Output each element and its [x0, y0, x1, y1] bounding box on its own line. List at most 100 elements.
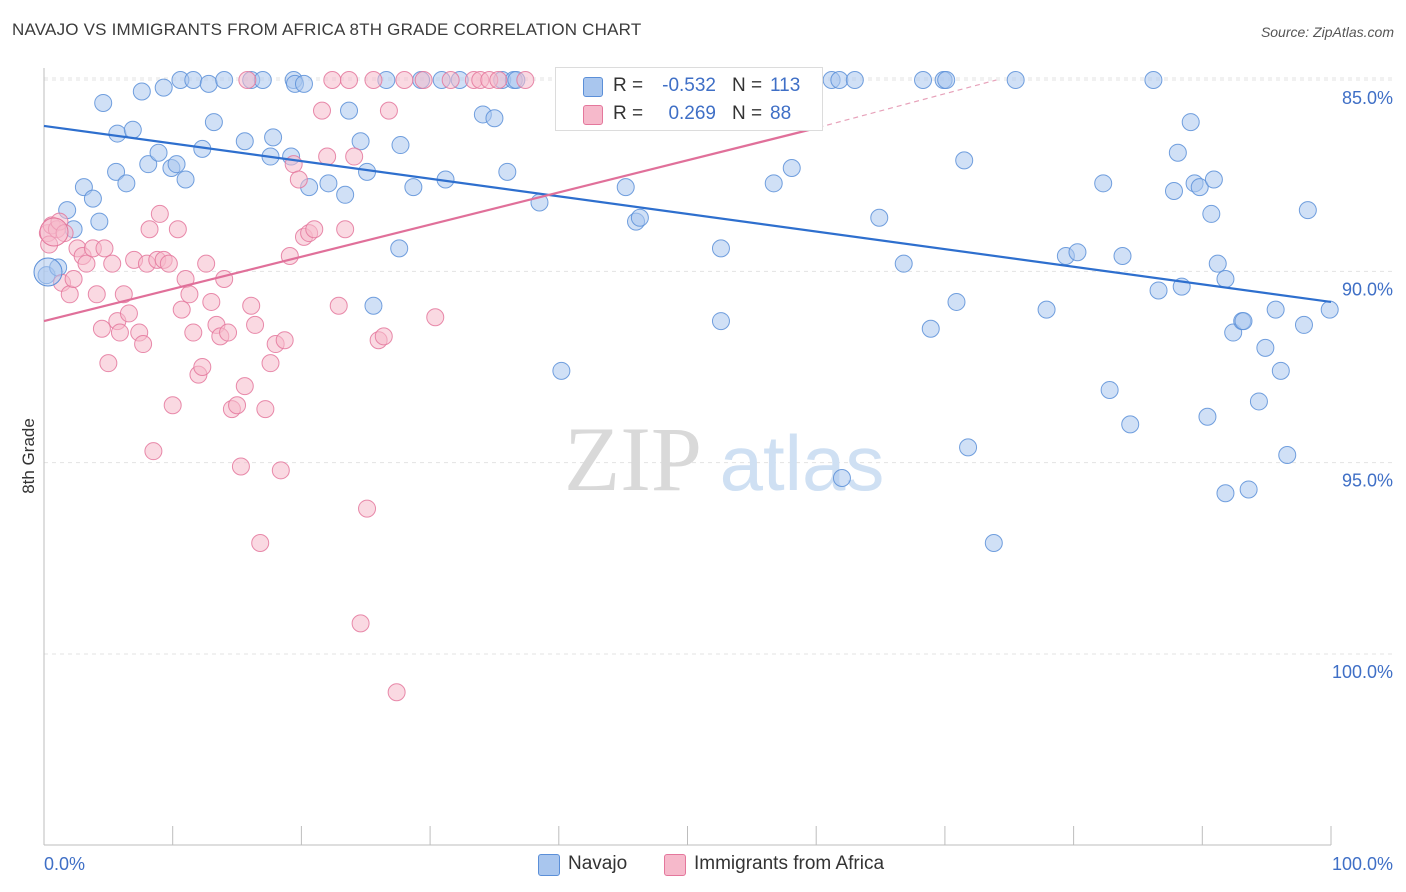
data-point — [351, 614, 370, 633]
data-point — [60, 285, 79, 304]
data-point — [319, 174, 338, 193]
legend-swatch-africa — [664, 854, 686, 876]
data-point — [39, 217, 69, 247]
data-point — [167, 155, 186, 174]
data-point — [379, 101, 398, 120]
data-point — [1249, 392, 1268, 411]
data-point — [426, 308, 445, 327]
data-point — [921, 319, 940, 338]
legend-n-label: N = — [732, 103, 763, 124]
data-point — [83, 189, 102, 208]
data-point — [261, 354, 280, 373]
legend-n-label: N = — [732, 75, 763, 96]
data-point — [959, 438, 978, 457]
data-point — [1320, 300, 1339, 319]
data-point — [947, 292, 966, 311]
data-point — [77, 254, 96, 273]
data-point — [1298, 201, 1317, 220]
data-point — [351, 132, 370, 151]
data-point — [830, 71, 849, 89]
data-point — [1094, 174, 1113, 193]
data-point — [1278, 446, 1297, 465]
data-point — [251, 534, 270, 553]
data-point — [336, 220, 355, 239]
y-tick-label: 95.0% — [1342, 471, 1393, 491]
data-point — [364, 296, 383, 315]
legend-row-navajo: R = -0.532 N = 113 — [556, 72, 822, 100]
legend-row-africa: R = 0.269 N = 88 — [556, 100, 822, 128]
data-point — [390, 239, 409, 258]
legend-n-value: 88 — [770, 103, 792, 124]
watermark-atlas: atlas — [720, 419, 885, 507]
watermark-zip: ZIP — [564, 408, 702, 510]
data-point — [984, 534, 1003, 553]
data-point — [1234, 312, 1253, 331]
trend-line-africa — [43, 128, 811, 323]
data-point — [630, 208, 649, 227]
data-point — [193, 358, 212, 376]
data-point — [1068, 243, 1087, 262]
data-point — [159, 254, 178, 273]
data-point — [1216, 269, 1235, 288]
data-point — [253, 71, 272, 89]
data-point — [914, 71, 933, 89]
data-point — [414, 71, 433, 89]
y-axis-label: 8th Grade — [19, 418, 38, 494]
axes — [43, 68, 1332, 846]
grid — [44, 77, 1392, 655]
data-point — [144, 442, 163, 461]
data-point — [94, 93, 113, 112]
points-layer — [33, 71, 1339, 702]
legend-n-value: 113 — [770, 75, 801, 96]
data-point — [180, 285, 199, 304]
chart-source: Source: ZipAtlas.com — [1260, 24, 1394, 40]
x-tick-label-left: 0.0% — [44, 854, 85, 874]
data-point — [204, 113, 223, 132]
data-point — [149, 143, 168, 162]
data-point — [782, 159, 801, 178]
data-point — [294, 74, 313, 93]
data-point — [172, 300, 191, 319]
data-point — [1204, 170, 1223, 189]
y-tick-label: 90.0% — [1342, 279, 1393, 299]
data-point — [99, 354, 118, 373]
data-point — [955, 151, 974, 170]
data-point — [323, 71, 342, 89]
data-point — [1100, 380, 1119, 399]
data-point — [498, 162, 517, 181]
data-point — [845, 71, 864, 89]
data-point — [235, 377, 254, 396]
data-point — [256, 400, 275, 419]
data-point — [711, 312, 730, 331]
data-point — [154, 78, 173, 97]
data-point — [163, 396, 182, 415]
stats-legend: R = -0.532 N = 113 R = 0.269 N = 88 — [555, 67, 823, 131]
data-point — [832, 468, 851, 487]
data-point — [184, 71, 203, 89]
data-point — [395, 71, 414, 89]
data-point — [199, 74, 218, 93]
data-point — [132, 82, 151, 101]
data-point — [1164, 181, 1183, 200]
series-africa — [38, 71, 535, 702]
data-point — [1113, 247, 1132, 266]
data-point — [87, 285, 106, 304]
data-point — [90, 212, 109, 231]
data-point — [107, 162, 126, 181]
data-point — [1216, 484, 1235, 503]
data-point — [150, 204, 169, 223]
data-point — [711, 239, 730, 258]
data-point — [387, 683, 406, 702]
legend-r-label: R = — [613, 103, 644, 124]
data-point — [289, 170, 308, 189]
data-point — [1271, 361, 1290, 380]
data-point — [1190, 178, 1209, 197]
data-point — [202, 292, 221, 311]
legend-swatch-navajo — [583, 77, 603, 97]
data-point — [119, 304, 138, 323]
data-point — [340, 71, 359, 89]
data-point — [318, 147, 337, 166]
data-point — [33, 257, 63, 287]
data-point — [235, 132, 254, 151]
